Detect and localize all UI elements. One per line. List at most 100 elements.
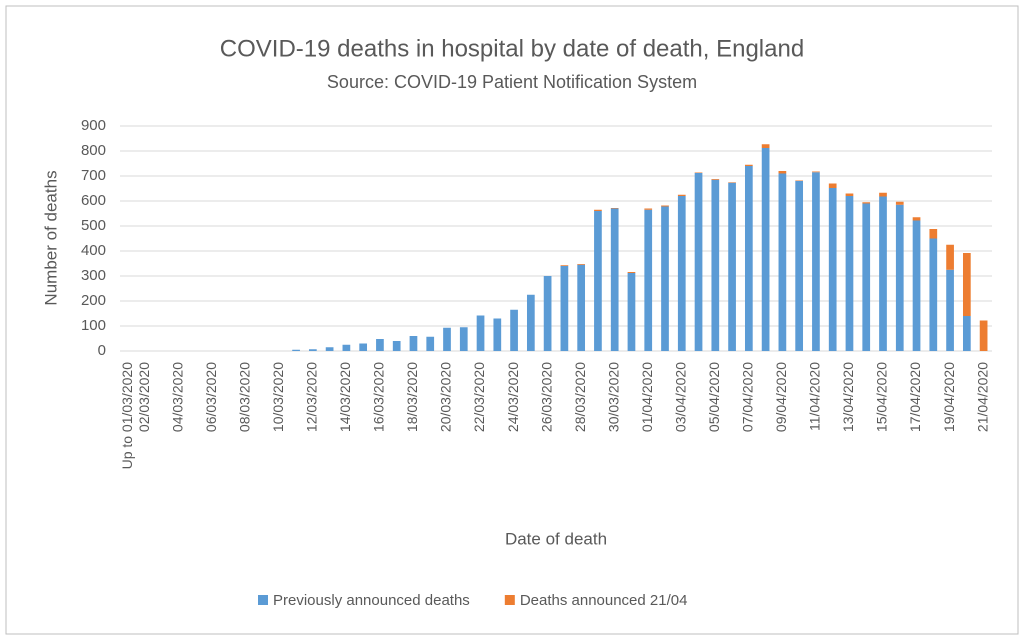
bar-segment (862, 203, 871, 351)
bar-segment (577, 264, 586, 265)
x-tick-label: 03/04/2020 (672, 362, 688, 432)
bar-segment (577, 264, 586, 351)
bar-segment (694, 173, 703, 351)
y-tick-label: 500 (81, 217, 106, 234)
bar-segment (711, 179, 720, 351)
bar-segment (359, 343, 368, 351)
x-tick-label: 26/03/2020 (538, 362, 554, 432)
bar-segment (426, 336, 435, 351)
bar-segment (812, 171, 820, 173)
bar-segment (962, 253, 971, 316)
bar-segment (392, 341, 401, 351)
x-tick-label: 13/04/2020 (840, 362, 856, 432)
bar-segment (828, 188, 837, 351)
bar-segment (493, 318, 502, 351)
legend-swatch (258, 595, 268, 605)
bar-segment (677, 196, 686, 351)
bar-segment (409, 336, 418, 351)
bar-segment (845, 193, 854, 196)
bar-segment (711, 179, 720, 180)
x-tick-label: 20/03/2020 (438, 362, 454, 432)
bar-segment (879, 196, 887, 351)
x-axis-label: Date of death (505, 529, 607, 548)
x-tick-label: Up to 01/03/2020 (119, 362, 135, 470)
x-tick-label: 19/04/2020 (941, 362, 957, 432)
bar-segment (292, 349, 300, 351)
x-tick-label: 07/04/2020 (740, 362, 756, 432)
bar-segment (325, 347, 334, 351)
legend-label: Previously announced deaths (273, 592, 470, 609)
x-tick-label: 14/03/2020 (337, 362, 353, 432)
y-tick-label: 900 (81, 117, 106, 134)
bar-segment (862, 202, 871, 204)
bar-segment (594, 209, 602, 211)
bar-segment (526, 294, 535, 351)
x-tick-label: 21/04/2020 (974, 362, 990, 432)
x-tick-label: 05/04/2020 (706, 362, 722, 432)
bar-segment (812, 172, 820, 351)
x-tick-label: 24/03/2020 (505, 362, 521, 432)
x-tick-label: 01/04/2020 (639, 362, 655, 432)
bar-segment (627, 272, 636, 273)
x-tick-label: 04/03/2020 (169, 362, 185, 432)
legend-swatch (504, 595, 515, 605)
bar-segment (979, 320, 988, 351)
bar-segment (594, 211, 602, 351)
y-tick-label: 700 (81, 167, 106, 184)
bar-segment (795, 180, 804, 181)
x-tick-label: 15/04/2020 (874, 362, 890, 432)
x-tick-label: 18/03/2020 (404, 362, 420, 432)
bar-segment (560, 266, 569, 351)
bar-segment (694, 172, 703, 173)
bar-segment (845, 196, 854, 351)
bar-segment (744, 166, 753, 351)
chart-title: COVID-19 deaths in hospital by date of d… (220, 35, 804, 62)
bar-segment (376, 339, 384, 351)
bar-segment (443, 327, 451, 351)
x-tick-label: 30/03/2020 (605, 362, 621, 432)
x-tick-label: 22/03/2020 (471, 362, 487, 432)
bar-segment (929, 229, 938, 239)
bar-segment (644, 209, 653, 351)
bar-segment (661, 206, 669, 351)
x-tick-label: 16/03/2020 (371, 362, 387, 432)
x-tick-label: 28/03/2020 (572, 362, 588, 432)
x-tick-label: 08/03/2020 (236, 362, 252, 432)
bar-segment (912, 220, 921, 351)
y-tick-label: 300 (81, 267, 106, 284)
bar-segment (828, 183, 837, 188)
bar-segment (761, 148, 770, 351)
y-tick-label: 400 (81, 242, 106, 259)
bar-segment (728, 182, 736, 351)
bar-segment (895, 204, 904, 351)
bar-segment (661, 205, 669, 207)
bar-segment (308, 349, 317, 351)
bar-segment (510, 309, 518, 351)
bar-segment (778, 171, 787, 174)
y-tick-label: 100 (81, 317, 106, 334)
bar-segment (627, 273, 636, 351)
x-tick-label: 02/03/2020 (136, 362, 152, 432)
bar-segment (879, 192, 887, 197)
bar-segment (677, 194, 686, 196)
chart-subtitle: Source: COVID-19 Patient Notification Sy… (327, 72, 697, 92)
y-tick-label: 0 (98, 342, 106, 359)
x-tick-label: 11/04/2020 (807, 362, 823, 431)
y-tick-label: 600 (81, 192, 106, 209)
x-tick-label: 12/03/2020 (304, 362, 320, 432)
y-tick-label: 800 (81, 142, 106, 159)
bar-segment (946, 244, 954, 270)
x-tick-label: 10/03/2020 (270, 362, 286, 432)
bar-segment (946, 269, 954, 351)
bar-segment (728, 182, 736, 183)
bar-segment (795, 181, 804, 351)
bar-segment (912, 217, 921, 221)
bar-segment (962, 316, 971, 351)
legend-label: Deaths announced 21/04 (520, 592, 688, 609)
x-tick-label: 17/04/2020 (907, 362, 923, 432)
bar-segment (543, 276, 552, 351)
bar-segment (610, 208, 619, 351)
bar-segment (476, 315, 485, 351)
bar-segment (778, 173, 787, 351)
